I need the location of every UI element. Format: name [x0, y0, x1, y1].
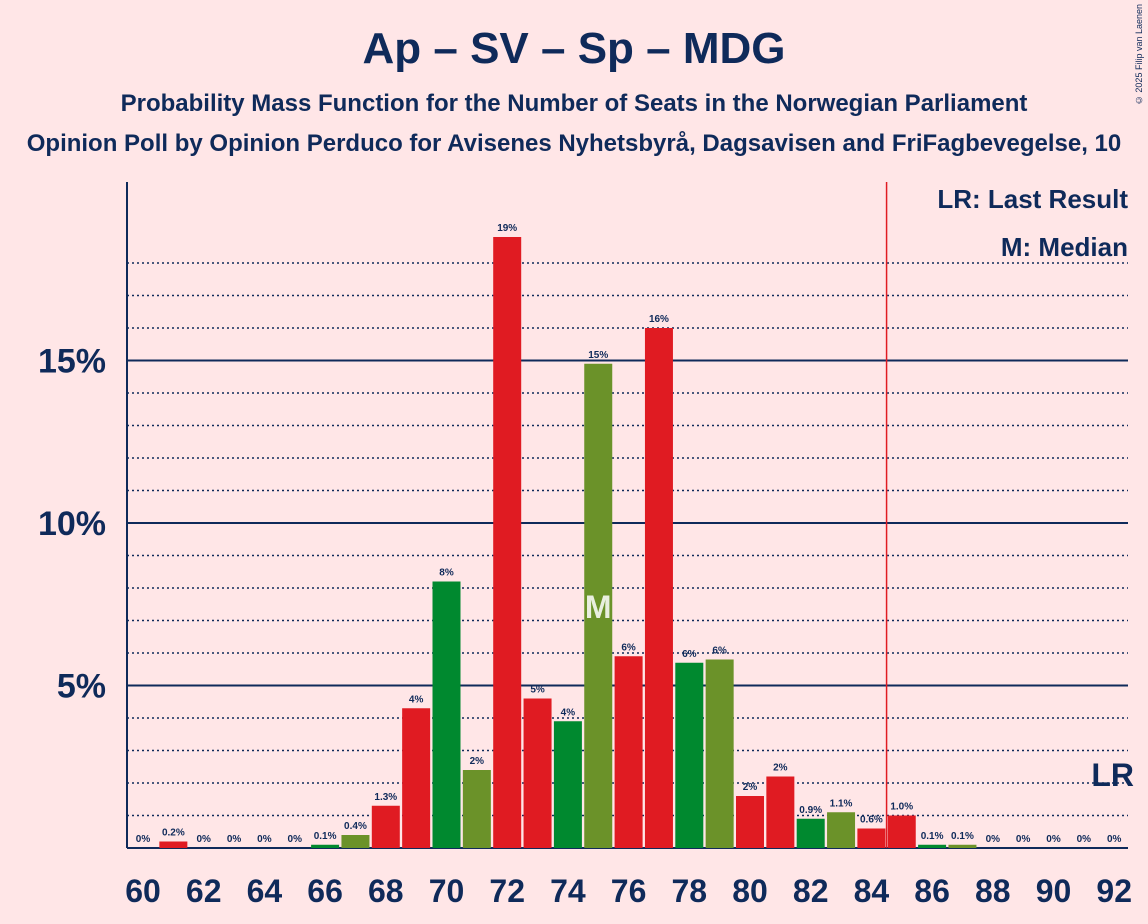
y-tick-label: 15%	[38, 343, 106, 381]
bar-value-label: 6%	[682, 649, 697, 660]
bar-value-label: 6%	[712, 646, 727, 657]
bar-seat-83	[827, 812, 856, 848]
bar-value-label: 0%	[227, 834, 242, 845]
x-tick-label: 78	[672, 873, 708, 909]
bar-seat-61	[159, 841, 188, 848]
bar-value-label: 19%	[497, 223, 517, 234]
bar-value-label: 1.0%	[890, 802, 913, 813]
median-marker: M	[585, 589, 612, 625]
chart-subtitle: Probability Mass Function for the Number…	[120, 90, 1028, 117]
bar-seat-76	[614, 656, 643, 848]
x-tick-label: 72	[489, 873, 525, 909]
bar-value-label: 2%	[470, 756, 485, 767]
bar-value-label: 0.1%	[951, 831, 974, 842]
x-tick-label: 70	[429, 873, 465, 909]
x-tick-label: 64	[247, 873, 283, 909]
bar-seat-68	[371, 805, 400, 848]
bar-value-label: 0%	[1107, 834, 1122, 845]
bar-value-label: 0%	[1077, 834, 1092, 845]
bar-seat-80	[736, 796, 764, 848]
bar-seat-67	[341, 835, 370, 848]
bar-seat-78	[675, 662, 704, 848]
x-tick-label: 84	[854, 873, 890, 909]
bar-value-label: 15%	[588, 350, 608, 361]
bar-seat-73	[523, 698, 552, 848]
bar-value-label: 0.2%	[162, 828, 185, 839]
bar-seat-75	[584, 363, 613, 848]
x-tick-label: 80	[732, 873, 768, 909]
bar-seat-79	[705, 659, 734, 848]
x-tick-label: 92	[1096, 873, 1132, 909]
x-tick-label: 76	[611, 873, 647, 909]
x-tick-label: 66	[307, 873, 343, 909]
bar-value-label: 0.9%	[799, 805, 822, 816]
bar-seat-72	[493, 237, 522, 848]
bar-seat-66	[311, 844, 340, 848]
x-tick-label: 68	[368, 873, 404, 909]
bar-seat-86	[918, 844, 947, 848]
bar-value-label: 0%	[257, 834, 272, 845]
legend-median: M: Median	[1000, 232, 1128, 262]
bar-value-label: 6%	[621, 642, 636, 653]
bar-value-label: 0%	[288, 834, 303, 845]
bar-value-label: 2%	[743, 782, 758, 793]
bar-value-label: 8%	[439, 568, 454, 579]
bar-seat-74	[553, 721, 582, 848]
x-tick-label: 62	[186, 873, 222, 909]
bar-seat-85	[887, 815, 916, 848]
bar-value-label: 0.6%	[860, 815, 883, 826]
bar-seat-81	[766, 776, 795, 848]
bar-value-label: 0%	[986, 834, 1001, 845]
bar-value-label: 0.1%	[314, 831, 337, 842]
bar-value-label: 0.4%	[344, 821, 367, 832]
legend-last-result: LR: Last Result	[937, 184, 1128, 214]
bar-seat-82	[796, 818, 825, 848]
y-tick-label: 10%	[38, 505, 106, 543]
x-tick-label: 82	[793, 873, 829, 909]
y-tick-label: 5%	[57, 668, 106, 706]
bar-value-label: 4%	[409, 694, 424, 705]
bar-value-label: 1.3%	[374, 792, 397, 803]
bar-value-label: 1.1%	[830, 798, 853, 809]
bar-seat-84	[857, 828, 886, 848]
x-tick-label: 74	[550, 873, 586, 909]
x-tick-label: 86	[914, 873, 950, 909]
bar-value-label: 16%	[649, 314, 669, 325]
bar-value-label: 0%	[196, 834, 211, 845]
bar-value-label: 0%	[1046, 834, 1061, 845]
bar-value-label: 0%	[136, 834, 151, 845]
x-tick-label: 60	[125, 873, 161, 909]
chart-poll-source: Opinion Poll by Opinion Perduco for Avis…	[26, 130, 1122, 157]
bar-seat-69	[402, 708, 431, 848]
bar-value-label: 0%	[1016, 834, 1031, 845]
x-tick-label: 88	[975, 873, 1011, 909]
bar-value-label: 4%	[561, 707, 576, 718]
last-result-marker: LR	[1091, 757, 1134, 793]
bar-seat-70	[432, 581, 461, 848]
bar-seat-77	[644, 328, 673, 848]
x-tick-label: 90	[1036, 873, 1072, 909]
bar-seat-71	[462, 770, 491, 848]
bar-seat-87	[948, 844, 977, 848]
bar-value-label: 2%	[773, 763, 788, 774]
bar-value-label: 5%	[530, 685, 545, 696]
bar-value-label: 0.1%	[921, 831, 944, 842]
chart-title: Ap – SV – Sp – MDG	[362, 24, 786, 73]
